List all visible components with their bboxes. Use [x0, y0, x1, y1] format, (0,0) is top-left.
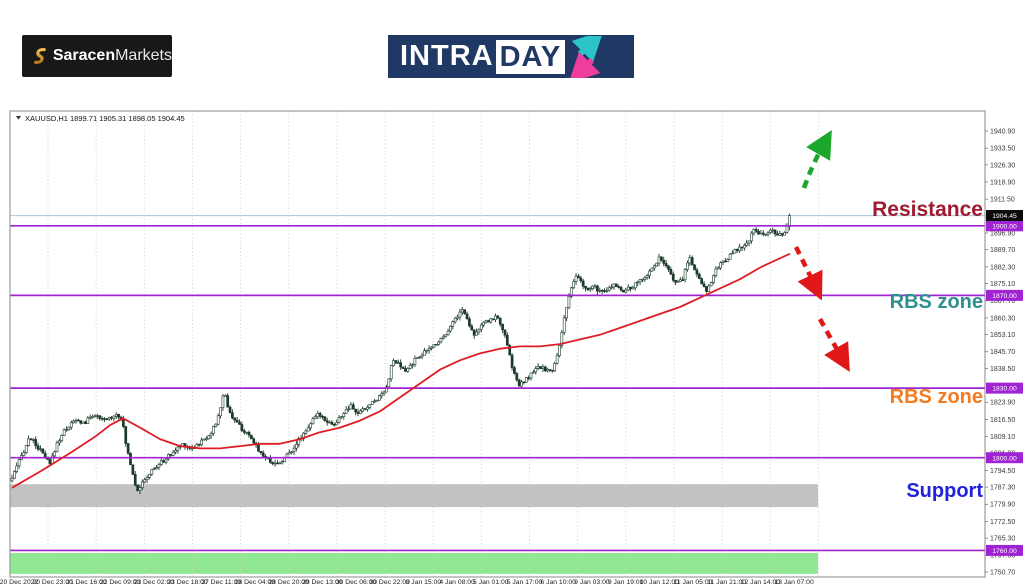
y-axis-tick-label: 1875.10: [990, 281, 1015, 288]
intraday-trend-arrows-icon: [569, 35, 604, 78]
x-axis-tick-label: 23 Dec 02:00: [134, 579, 175, 586]
y-axis-tick-label: 1853.10: [990, 332, 1015, 339]
x-axis-tick-label: 28 Dec 20:00: [268, 579, 309, 586]
y-axis-tick-label: 1838.50: [990, 366, 1015, 373]
moving-average-line: [11, 252, 791, 489]
y-axis-tick-label: 1845.70: [990, 349, 1015, 356]
x-axis-tick-label: 30 Dec 22:00: [369, 579, 410, 586]
lower-support-band: [10, 552, 818, 574]
intraday-logo: INTRA DAY: [388, 35, 634, 78]
level-price-badge-label: 1900.00: [992, 223, 1017, 230]
y-axis-tick-label: 1867.70: [990, 298, 1015, 305]
x-axis-tick-label: 21 Dec 16:00: [66, 579, 107, 586]
level-price-badge-label: 1830.00: [992, 386, 1017, 393]
x-axis-tick-label: 30 Dec 06:00: [336, 579, 377, 586]
level-price-badge: [986, 289, 1023, 301]
x-axis-tick-label: 22 Dec 09:00: [100, 579, 141, 586]
x-axis-tick-label: 3 Jan 15:00: [406, 579, 442, 586]
y-axis-tick-label: 1809.10: [990, 434, 1015, 441]
y-axis-tick-label: 1772.50: [990, 519, 1015, 526]
saracen-name-light: Markets: [115, 47, 172, 64]
y-axis-tick-label: 1787.30: [990, 485, 1015, 492]
x-axis-tick-label: 9 Jan 03:00: [574, 579, 610, 586]
current-price-badge-label: 1904.45: [992, 213, 1017, 220]
y-axis-tick-label: 1882.30: [990, 264, 1015, 271]
x-axis-tick-label: 4 Jan 08:00: [439, 579, 475, 586]
support-zone-band: [10, 484, 818, 508]
x-axis-tick-label: 5 Jan 01:00: [473, 579, 509, 586]
y-axis-tick-label: 1816.50: [990, 417, 1015, 424]
y-axis-tick-label: 1918.90: [990, 179, 1015, 186]
y-axis-tick-label: 1933.50: [990, 146, 1015, 153]
x-axis-tick-label: 23 Dec 18:00: [167, 579, 208, 586]
projection-arrows-layer: [793, 130, 850, 372]
saracen-name-bold: Saracen: [52, 47, 116, 64]
intraday-text-day: DAY: [495, 39, 566, 74]
y-axis-tick-label: 1911.50: [990, 197, 1015, 204]
plot-border: [9, 110, 986, 578]
saracen-markets-logo: SaracenMarkets: [22, 35, 172, 77]
y-axis-tick-label: 1926.30: [990, 162, 1015, 169]
bearish-projection-arrow-1[interactable]: [793, 245, 823, 301]
x-axis-tick-label: 13 Jan 07:00: [774, 579, 814, 586]
x-axis-tick-label: 9 Jan 19:00: [608, 579, 644, 586]
y-axis-tick-label: 1860.30: [990, 315, 1015, 322]
x-axis-tick-label: 28 Dec 04:00: [235, 579, 276, 586]
y-axis-tick-label: 1823.90: [990, 400, 1015, 407]
bullish-projection-arrow[interactable]: [801, 130, 832, 189]
y-axis-tick-label: 1889.70: [990, 247, 1015, 254]
candlestick-series: [10, 213, 791, 494]
y-axis-tick-label: 1896.90: [990, 230, 1015, 237]
x-axis-tick-label: 29 Dec 13:00: [302, 579, 343, 586]
x-axis-tick-label: 11 Jan 21:00: [707, 579, 746, 586]
x-axis-tick-label: 12 Jan 14:00: [741, 579, 781, 586]
x-axis-tick-label: 20 Dec 23:00: [32, 579, 73, 586]
level-price-badge-label: 1800.00: [992, 455, 1017, 462]
chart-title-text: XAUUSD,H1 1899.71 1905.31 1898.05 1904.4…: [25, 114, 185, 123]
symbol-dropdown-icon[interactable]: [16, 116, 21, 120]
x-axis-tick-label: 5 Jan 17:00: [507, 579, 543, 586]
x-axis-tick-label: 20 Dec 2022: [0, 579, 38, 586]
level-price-badge-label: 1760.00: [992, 548, 1017, 555]
level-price-badge-label: 1870.00: [992, 293, 1017, 300]
saracen-s-icon: [34, 48, 46, 64]
down-trend-arrow-icon: [569, 51, 601, 78]
y-axis-tick-label: 1794.50: [990, 468, 1015, 475]
y-axis-tick-label: 1757.90: [990, 553, 1015, 560]
y-axis-tick-label: 1940.90: [990, 128, 1015, 135]
y-axis: 1940.90 1933.50 1926.30 1918.90 1911.50 1896.…: [985, 128, 1023, 576]
price-bands-layer: [10, 484, 818, 574]
current-price-badge: [986, 210, 1023, 222]
level-price-badge: [986, 544, 1023, 556]
bearish-projection-arrow-2[interactable]: [817, 317, 850, 372]
x-axis-tick-label: 27 Dec 11:00: [201, 579, 241, 586]
x-axis-tick-label: 6 Jan 10:00: [540, 579, 576, 586]
level-price-badge: [986, 382, 1023, 394]
y-axis-tick-label: 1779.90: [990, 502, 1015, 509]
level-price-badge: [986, 220, 1023, 232]
chart-title: XAUUSD,H1 1899.71 1905.31 1898.05 1904.4…: [16, 114, 185, 123]
level-price-badge: [986, 452, 1023, 464]
x-axis-tick-label: 10 Jan 12:00: [640, 579, 680, 586]
grid-layer: [47, 111, 819, 577]
x-axis-tick-label: 11 Jan 05:00: [674, 579, 713, 586]
intraday-text-intra: INTRA: [400, 40, 494, 72]
y-axis-tick-label: 1750.70: [990, 569, 1015, 576]
y-axis-tick-label: 1765.30: [990, 536, 1015, 543]
